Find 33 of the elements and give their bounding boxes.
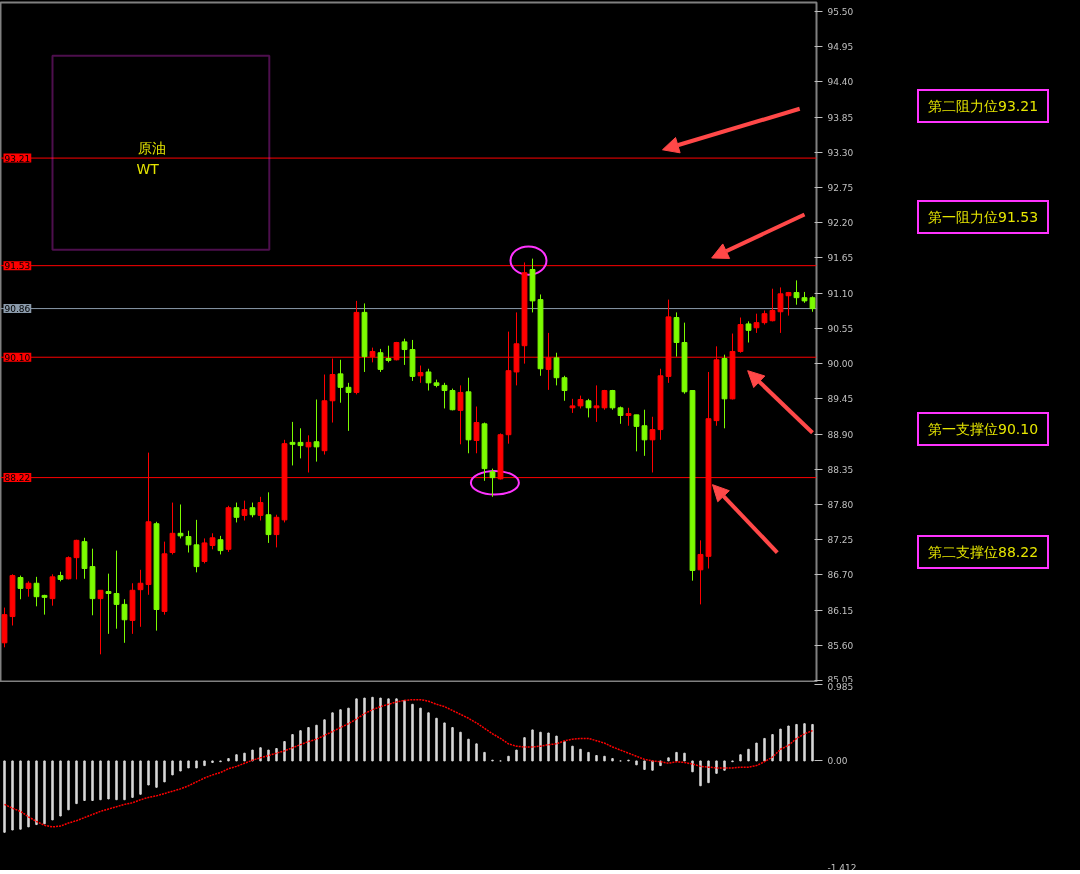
y-tick-label: 94.95 (827, 42, 854, 53)
y-tick-label: 0.00 (827, 756, 848, 767)
ref-line-label: 93.21 (4, 153, 31, 164)
y-tick-label: 91.10 (827, 288, 854, 299)
annotation: WT (136, 160, 160, 177)
y-tick-label: -1.412 (827, 862, 857, 873)
y-tick-label: 90.00 (827, 359, 854, 370)
text: 第二阻力位93.21 (917, 88, 1050, 123)
annotation: 原油 (137, 139, 166, 156)
y-tick-label: 86.15 (827, 605, 854, 616)
y-tick-label: 89.45 (827, 394, 854, 405)
ref-line-label: 88.22 (4, 473, 31, 484)
y-tick-label: 94.40 (827, 77, 854, 88)
y-tick-label: 93.30 (827, 147, 854, 158)
y-tick-label: 95.50 (827, 6, 854, 17)
y-tick-label: 87.25 (827, 535, 854, 546)
y-tick-label: 91.65 (827, 253, 854, 264)
ref-line-label: 90.86 (4, 304, 31, 315)
y-tick-label: 85.60 (827, 640, 854, 651)
text: 第一阻力位91.53 (917, 199, 1050, 234)
y-tick-label: 87.80 (827, 500, 854, 510)
ref-line-label: 90.10 (4, 352, 31, 363)
y-tick-label: 92.20 (827, 218, 854, 229)
y-tick-label: 88.90 (827, 429, 854, 440)
y-tick-label: 92.75 (827, 183, 854, 194)
y-tick-label: 86.70 (827, 570, 854, 581)
y-tick-label: 0.985 (827, 681, 854, 692)
y-tick-label: 88.35 (827, 464, 854, 475)
text: 第一支撑位90.10 (917, 411, 1050, 446)
y-tick-label: 90.55 (827, 323, 854, 334)
ref-line-label: 91.53 (4, 261, 31, 272)
y-tick-label: 93.85 (827, 112, 854, 123)
text: 第二支撑位88.22 (917, 534, 1050, 569)
